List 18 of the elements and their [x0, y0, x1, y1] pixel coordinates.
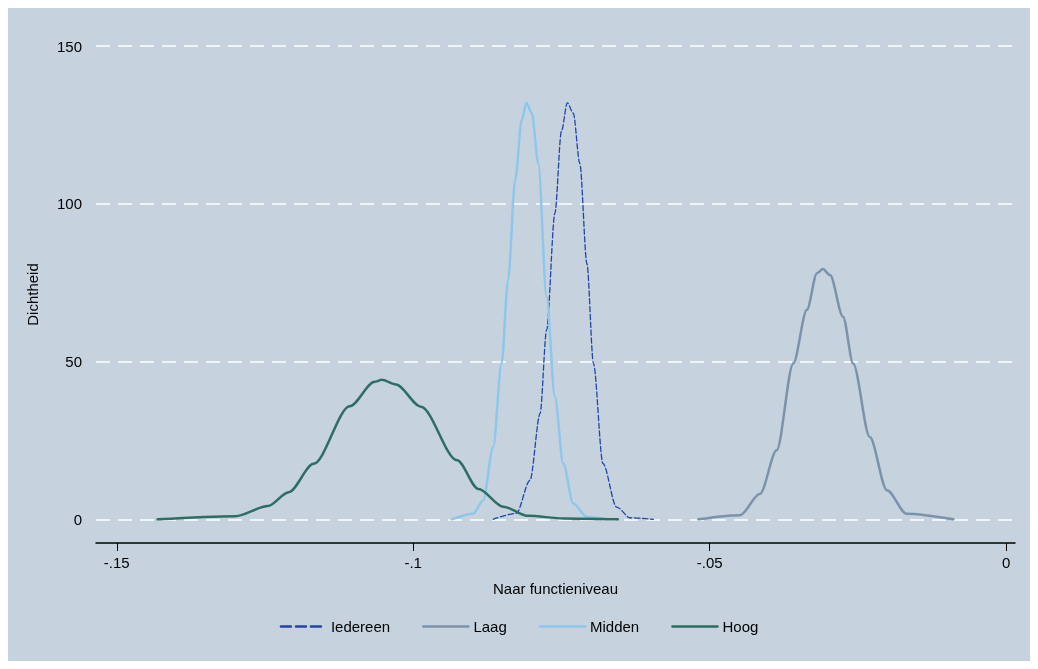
x-tick-label: 0 — [1001, 554, 1011, 571]
legend-label: Laag — [473, 618, 507, 635]
line-series — [492, 102, 654, 520]
y-tick-label: 150 — [56, 37, 82, 55]
y-tick-label: 0 — [73, 510, 82, 528]
line-series — [156, 378, 619, 521]
legend-label: Hoog — [722, 618, 759, 635]
y-axis-title: Dichtheid — [24, 263, 41, 326]
y-tick-label: 50 — [65, 353, 82, 371]
x-tick-label: -.1 — [404, 554, 422, 571]
line-series — [697, 267, 955, 521]
x-axis-title: Naar functieniveau — [492, 580, 619, 597]
legend-label: Iedereen — [330, 618, 391, 635]
x-tick-label: -.05 — [696, 554, 723, 571]
y-tick-label: 100 — [56, 195, 82, 213]
x-tick-label: -.15 — [103, 554, 130, 571]
line-series — [450, 101, 608, 521]
legend-label: Midden — [590, 618, 640, 635]
